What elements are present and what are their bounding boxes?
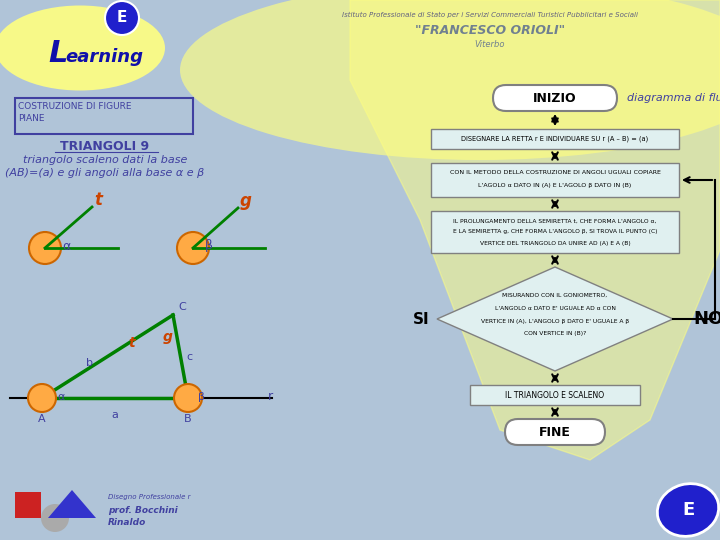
Text: c: c [186, 352, 192, 362]
FancyBboxPatch shape [431, 211, 679, 253]
Circle shape [174, 384, 202, 412]
Text: L: L [48, 39, 68, 69]
Text: Istituto Professionale di Stato per i Servizi Commerciali Turistici Pubblicitari: Istituto Professionale di Stato per i Se… [342, 12, 638, 18]
Text: prof. Bocchini: prof. Bocchini [108, 506, 178, 515]
Text: (AB)=(a) e gli angoli alla base α e β: (AB)=(a) e gli angoli alla base α e β [5, 168, 204, 178]
Text: E LA SEMIRETTA g, CHE FORMA L'ANGOLO β, SI TROVA IL PUNTO (C): E LA SEMIRETTA g, CHE FORMA L'ANGOLO β, … [453, 230, 657, 234]
Circle shape [177, 232, 209, 264]
Text: VERTICE DEL TRIANGOLO DA UNIRE AD (A) E A (B): VERTICE DEL TRIANGOLO DA UNIRE AD (A) E … [480, 240, 631, 246]
Ellipse shape [0, 5, 165, 91]
Text: FINE: FINE [539, 426, 571, 438]
Text: r: r [268, 389, 273, 402]
FancyBboxPatch shape [431, 129, 679, 149]
Text: IL PROLUNGAMENTO DELLA SEMIRETTA t, CHE FORMA L'ANGOLO α,: IL PROLUNGAMENTO DELLA SEMIRETTA t, CHE … [454, 219, 657, 224]
Circle shape [28, 384, 56, 412]
Circle shape [29, 232, 61, 264]
Text: L'AGOLO α DATO IN (A) E L'AGOLO β DATO IN (B): L'AGOLO α DATO IN (A) E L'AGOLO β DATO I… [478, 184, 631, 188]
Text: DISEGNARE LA RETTA r E INDIVIDUARE SU r (A – B) = (a): DISEGNARE LA RETTA r E INDIVIDUARE SU r … [462, 136, 649, 142]
Text: b: b [86, 358, 93, 368]
Text: t: t [94, 191, 102, 209]
FancyBboxPatch shape [505, 419, 605, 445]
Text: E: E [682, 501, 694, 519]
Polygon shape [350, 0, 720, 460]
Text: COSTRUZIONE DI FIGURE
PIANE: COSTRUZIONE DI FIGURE PIANE [18, 102, 132, 123]
FancyBboxPatch shape [470, 385, 640, 405]
Text: C: C [178, 302, 186, 312]
Text: VERTICE IN (A), L'ANGOLO β DATO E' UGUALE A β: VERTICE IN (A), L'ANGOLO β DATO E' UGUAL… [481, 319, 629, 323]
Polygon shape [437, 267, 673, 371]
Text: β: β [205, 240, 213, 253]
Bar [15, 492, 41, 518]
Text: diagramma di flusso: diagramma di flusso [627, 93, 720, 103]
Text: CON VERTICE IN (B)?: CON VERTICE IN (B)? [524, 332, 586, 336]
Text: g: g [240, 192, 252, 210]
Text: t: t [129, 336, 135, 350]
Text: B: B [184, 414, 192, 424]
Text: NO: NO [693, 310, 720, 328]
Text: IL TRIANGOLO E SCALENO: IL TRIANGOLO E SCALENO [505, 390, 605, 400]
Text: SI: SI [413, 312, 429, 327]
Text: triangolo scaleno dati la base: triangolo scaleno dati la base [23, 155, 187, 165]
Ellipse shape [657, 484, 719, 536]
Text: Rinaldo: Rinaldo [108, 518, 146, 527]
Text: TRIANGOLI 9: TRIANGOLI 9 [60, 140, 150, 153]
Text: earning: earning [65, 48, 143, 66]
Text: INIZIO: INIZIO [534, 91, 577, 105]
Circle shape [105, 1, 139, 35]
Polygon shape [48, 490, 96, 518]
Text: MISURANDO CON IL GONIOMETRO,: MISURANDO CON IL GONIOMETRO, [503, 293, 608, 298]
Text: α: α [62, 240, 71, 253]
Text: "FRANCESCO ORIOLI": "FRANCESCO ORIOLI" [415, 24, 565, 37]
Text: Viterbo: Viterbo [474, 40, 505, 49]
Text: a: a [112, 410, 118, 420]
Ellipse shape [180, 0, 720, 160]
Text: g: g [163, 330, 173, 344]
FancyBboxPatch shape [493, 85, 617, 111]
Text: CON IL METODO DELLA COSTRUZIONE DI ANGOLI UGUALI COPIARE: CON IL METODO DELLA COSTRUZIONE DI ANGOL… [449, 171, 660, 176]
Circle shape [41, 504, 69, 532]
Text: Disegno Professionale r: Disegno Professionale r [108, 494, 191, 500]
Text: α: α [57, 392, 64, 402]
FancyBboxPatch shape [431, 163, 679, 197]
Text: L'ANGOLO α DATO E' UGUALE AD α CON: L'ANGOLO α DATO E' UGUALE AD α CON [495, 306, 616, 310]
Text: A: A [38, 414, 46, 424]
Text: β: β [198, 392, 205, 402]
Text: E: E [117, 10, 127, 25]
